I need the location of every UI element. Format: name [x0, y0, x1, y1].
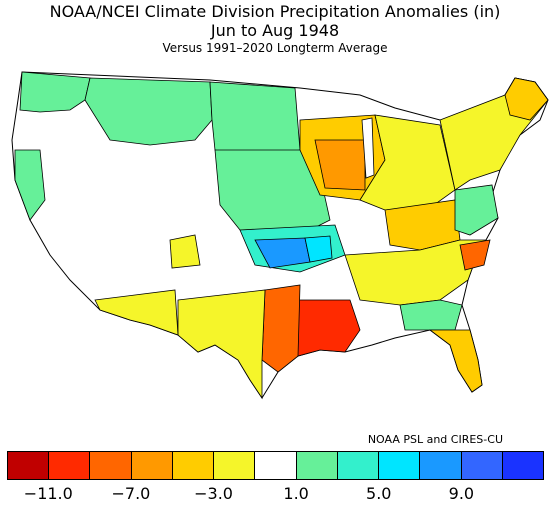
region-maine-gold	[504, 77, 549, 121]
legend-tick-label: 9.0	[448, 484, 475, 503]
region-east-texas-orange	[261, 284, 301, 373]
region-southwest-dry	[94, 289, 179, 336]
color-legend-bar	[7, 451, 544, 480]
legend-swatch	[296, 452, 338, 479]
title-line-1: NOAA/NCEI Climate Division Precipitation…	[49, 2, 501, 21]
us-climate-division-map	[0, 60, 550, 415]
credit-label: NOAA PSL and CIRES-CU	[367, 433, 503, 446]
legend-tick-label: −3.0	[194, 484, 233, 503]
legend-swatch	[172, 452, 215, 479]
region-oklahoma-cyan	[304, 235, 333, 263]
legend-swatch	[461, 452, 503, 479]
legend-tick-label: 5.0	[366, 484, 392, 503]
legend-swatch	[214, 452, 256, 479]
region-florida-dry	[428, 329, 483, 393]
legend-tick-label: −7.0	[111, 484, 151, 503]
legend-swatch	[420, 452, 462, 479]
region-california-north	[14, 149, 46, 221]
legend-swatch	[8, 452, 50, 479]
legend-swatch	[131, 452, 173, 479]
lake-michigan	[361, 117, 375, 179]
region-north-plains	[209, 81, 301, 161]
legend-swatch	[255, 452, 297, 479]
legend-swatch	[90, 452, 132, 479]
region-mid-atlantic-wet	[454, 184, 499, 236]
region-north-carolina-orange	[459, 239, 491, 271]
legend-tick-label: 1.0	[283, 484, 309, 503]
us-map-svg	[11, 71, 549, 400]
legend-swatch	[49, 452, 91, 479]
title-line-3: Versus 1991–2020 Longterm Average	[162, 41, 388, 55]
legend-swatch	[379, 452, 421, 479]
title-line-2: Jun to Aug 1948	[210, 21, 340, 40]
region-colorado-dry	[169, 234, 201, 269]
legend-tick-label: −11.0	[23, 484, 73, 503]
region-texas-dry	[177, 289, 266, 400]
legend-tick-labels: −11.0 −7.0 −3.0 1.0 5.0 9.0	[7, 484, 544, 504]
region-georgia-wet	[399, 299, 463, 331]
region-wisconsin-orange	[314, 139, 366, 191]
legend-swatch	[337, 452, 380, 479]
legend-swatch	[502, 452, 544, 479]
region-southeast-dry	[344, 239, 487, 306]
